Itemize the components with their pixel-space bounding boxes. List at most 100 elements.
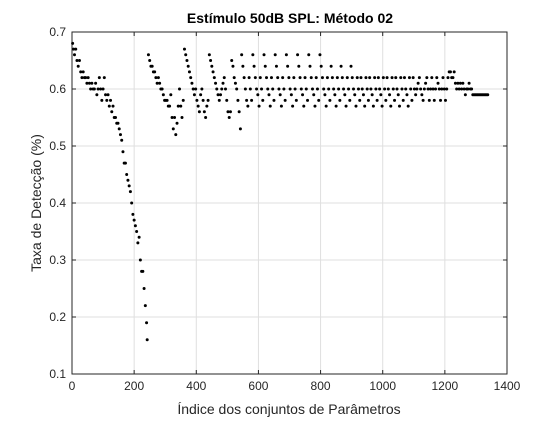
data-point: [217, 98, 221, 102]
data-point: [105, 98, 109, 102]
data-point: [126, 178, 130, 182]
y-tick-label: 0.2: [49, 310, 66, 324]
data-point: [146, 53, 150, 57]
data-point: [334, 104, 338, 108]
data-point: [347, 87, 351, 91]
data-point: [385, 76, 389, 80]
data-point: [374, 87, 378, 91]
data-point: [361, 93, 365, 97]
data-point: [312, 93, 316, 97]
data-point: [410, 98, 414, 102]
data-point: [114, 116, 117, 119]
data-point: [197, 110, 201, 114]
y-tick-label: 0.3: [49, 253, 66, 267]
data-point: [192, 93, 196, 97]
data-point: [440, 87, 444, 91]
data-point: [268, 104, 272, 108]
data-point: [210, 64, 214, 68]
data-point: [123, 161, 127, 165]
data-point: [306, 98, 310, 102]
data-point: [75, 59, 79, 62]
data-point: [431, 87, 435, 91]
data-point: [307, 53, 311, 57]
data-point: [462, 87, 466, 91]
data-point: [283, 98, 287, 102]
data-point: [350, 76, 354, 80]
data-point: [235, 87, 239, 91]
data-point: [216, 93, 220, 97]
data-point: [329, 64, 333, 68]
data-point: [366, 98, 370, 102]
data-point: [246, 104, 250, 108]
data-point: [110, 110, 114, 114]
data-point: [101, 87, 105, 91]
data-point: [352, 87, 356, 91]
data-point: [247, 76, 251, 80]
data-point: [308, 64, 312, 68]
data-point: [145, 321, 149, 325]
data-point: [181, 98, 185, 102]
data-point: [289, 93, 293, 97]
data-point: [161, 93, 165, 97]
data-point: [269, 76, 273, 80]
data-point: [384, 98, 388, 102]
data-point: [416, 81, 420, 85]
data-point: [390, 76, 394, 80]
data-point: [199, 93, 203, 97]
chart-title: Estímulo 50dB SPL: Método 02: [187, 10, 393, 26]
data-point: [97, 76, 101, 80]
data-point: [466, 87, 470, 91]
data-point: [209, 59, 213, 62]
data-point: [405, 93, 409, 97]
data-point: [314, 76, 318, 80]
data-point: [195, 98, 199, 102]
data-point: [189, 76, 193, 80]
data-point: [333, 93, 337, 97]
data-point: [293, 87, 297, 91]
data-point: [241, 64, 245, 68]
data-point: [258, 76, 262, 80]
x-tick-label: 400: [186, 379, 206, 393]
data-point: [304, 87, 308, 91]
data-point: [191, 87, 195, 91]
data-point: [323, 93, 327, 97]
data-point: [106, 93, 110, 97]
data-point: [74, 47, 78, 51]
data-point: [409, 87, 413, 91]
data-point: [460, 87, 464, 91]
data-point: [267, 93, 271, 97]
data-point: [343, 93, 347, 97]
data-point: [138, 258, 142, 262]
data-point: [276, 76, 280, 80]
data-point: [186, 64, 190, 68]
data-point: [261, 98, 265, 102]
data-point: [319, 64, 323, 68]
data-point: [373, 76, 377, 80]
data-point: [370, 93, 374, 97]
data-point: [340, 76, 344, 80]
data-point: [322, 87, 326, 91]
data-point: [284, 53, 288, 57]
data-point: [318, 53, 322, 57]
data-point: [359, 76, 363, 80]
data-point: [458, 81, 462, 85]
data-point: [190, 81, 194, 85]
data-point: [287, 76, 291, 80]
data-point: [145, 338, 149, 342]
data-point: [156, 76, 160, 80]
data-point: [344, 104, 348, 108]
data-point: [76, 64, 80, 68]
data-point: [345, 76, 349, 80]
data-point: [349, 64, 353, 68]
data-point: [130, 201, 134, 205]
data-point: [303, 76, 307, 80]
data-point: [158, 81, 162, 85]
x-tick-label: 200: [124, 379, 144, 393]
data-point: [419, 87, 423, 91]
data-point: [294, 98, 298, 102]
x-tick-label: 1000: [369, 379, 396, 393]
data-point: [291, 104, 295, 108]
data-point: [296, 53, 300, 57]
data-point: [79, 70, 83, 74]
y-tick-label: 0.1: [49, 367, 66, 381]
